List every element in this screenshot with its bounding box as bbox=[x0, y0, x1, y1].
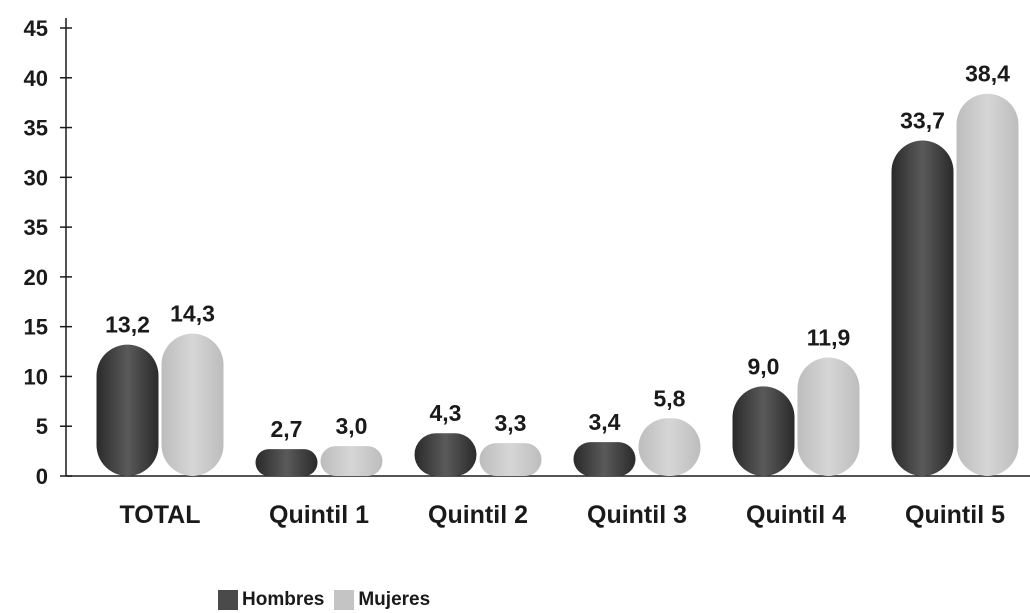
y-tick-label: 0 bbox=[36, 464, 48, 489]
bar-hombres bbox=[891, 140, 954, 476]
value-label-hombres: 4,3 bbox=[430, 400, 462, 426]
category-label: TOTAL bbox=[119, 501, 200, 529]
bar-mujeres bbox=[479, 443, 542, 476]
category-label: Quintil 3 bbox=[587, 501, 687, 529]
y-tick-label: 15 bbox=[24, 315, 48, 340]
bar-mujeres bbox=[161, 333, 224, 476]
value-label-hombres: 2,7 bbox=[271, 416, 303, 442]
category-label: Quintil 5 bbox=[905, 501, 1005, 529]
y-tick-label: 35 bbox=[24, 116, 48, 141]
value-label-hombres: 33,7 bbox=[900, 107, 945, 133]
y-tick-label: 5 bbox=[36, 414, 48, 439]
labels: 13,2 14,3 TOTAL 2,7 3,0 Quintil 1 4,3 3,3 Quinti… bbox=[105, 61, 1010, 529]
bar-mujeres bbox=[320, 446, 383, 476]
bar-hombres bbox=[732, 386, 795, 476]
bar-hombres bbox=[96, 344, 159, 476]
legend-item-mujeres: Mujeres bbox=[334, 589, 430, 611]
value-label-mujeres: 38,4 bbox=[965, 61, 1010, 87]
legend-label-hombres: Hombres bbox=[242, 589, 325, 610]
y-tick-label: 30 bbox=[24, 165, 48, 190]
value-label-hombres: 9,0 bbox=[748, 353, 780, 379]
bar-hombres bbox=[255, 449, 318, 476]
axes: 0 5 10 15 20 35 30 35 40 45 bbox=[24, 16, 1030, 489]
y-tick-label: 10 bbox=[24, 364, 48, 389]
legend-swatch-mujeres bbox=[334, 590, 355, 610]
bars bbox=[96, 93, 1019, 476]
value-label-mujeres: 5,8 bbox=[654, 385, 686, 411]
category-label: Quintil 4 bbox=[746, 501, 846, 529]
y-tick-label: 40 bbox=[24, 66, 48, 91]
y-tick-label: 45 bbox=[24, 16, 48, 41]
value-label-hombres: 3,4 bbox=[589, 409, 621, 435]
value-label-hombres: 13,2 bbox=[105, 312, 150, 338]
bar-mujeres bbox=[638, 418, 701, 476]
bar-hombres bbox=[414, 433, 477, 476]
legend: Hombres Mujeres bbox=[218, 589, 430, 611]
legend-label-mujeres: Mujeres bbox=[358, 589, 431, 610]
y-tick-label: 20 bbox=[24, 265, 48, 290]
value-label-mujeres: 3,0 bbox=[336, 413, 368, 439]
value-label-mujeres: 14,3 bbox=[170, 301, 215, 327]
bar-hombres bbox=[573, 442, 636, 476]
legend-swatch-hombres bbox=[218, 590, 238, 610]
bar-mujeres bbox=[797, 357, 860, 476]
bar-mujeres bbox=[956, 93, 1019, 476]
value-label-mujeres: 11,9 bbox=[807, 325, 851, 351]
legend-item-hombres: Hombres bbox=[218, 589, 324, 611]
category-label: Quintil 2 bbox=[428, 501, 528, 529]
y-tick-label: 35 bbox=[24, 215, 48, 240]
category-label: Quintil 1 bbox=[269, 501, 369, 529]
value-label-mujeres: 3,3 bbox=[495, 410, 527, 436]
